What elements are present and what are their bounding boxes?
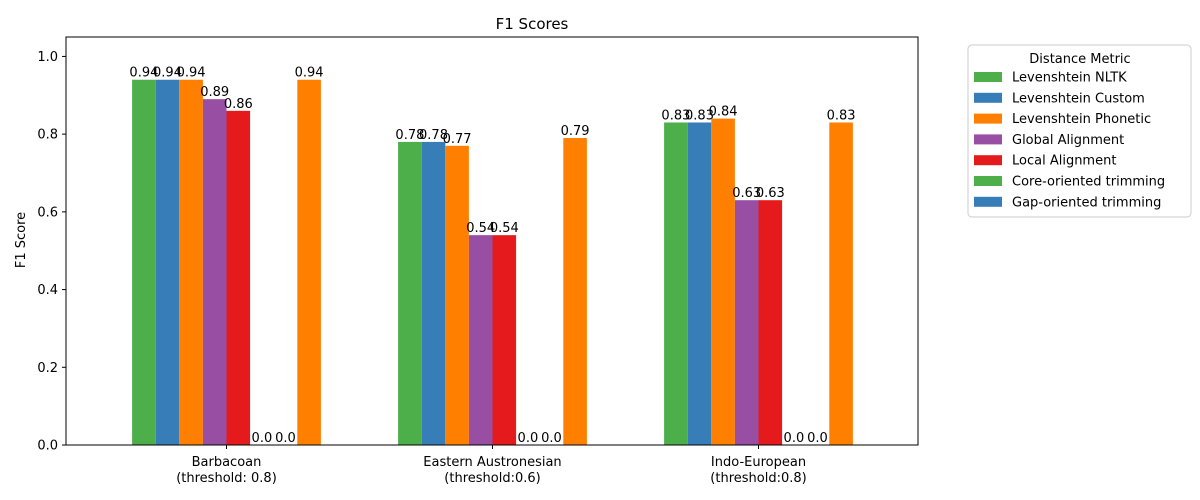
- plot-area: 0.94 0.78 0.83 0.94 0.78 0.83 0.94 0.77 0.84 0.89…: [37, 36, 919, 486]
- legend-swatch: [974, 176, 1002, 186]
- y-tick-label: 1.0: [37, 50, 58, 65]
- bar-value-label: 0.84: [709, 105, 738, 120]
- y-tick-label: 0.0: [37, 439, 58, 454]
- bar-value-label: 0.94: [153, 66, 182, 81]
- bar-value-label: 0.54: [466, 221, 495, 236]
- bar: [563, 138, 587, 445]
- legend-label: Gap-oriented trimming: [1012, 195, 1161, 210]
- bar-value-label: 0.0: [252, 431, 273, 446]
- bar: [468, 235, 493, 445]
- bar-value-label: 0.83: [827, 108, 856, 123]
- legend-swatch: [974, 134, 1002, 145]
- bar-value-label: 0.0: [807, 431, 828, 446]
- bar-value-label: 0.86: [224, 97, 253, 112]
- bar: [202, 99, 227, 446]
- bar: [734, 200, 759, 445]
- legend-label: Levenshtein NLTK: [1012, 71, 1127, 86]
- bar: [445, 145, 469, 446]
- bar-value-label: 0.83: [685, 108, 714, 123]
- y-tick-label: 0.4: [37, 283, 58, 298]
- legend: Distance Metric Levenshtein NLTK Levenshte…: [967, 44, 1192, 218]
- legend-swatch: [974, 72, 1002, 82]
- bar: [132, 79, 156, 446]
- bar: [421, 141, 446, 445]
- legend-title: Distance Metric: [1029, 52, 1130, 67]
- legend-label: Levenshtein Phonetic: [1012, 112, 1151, 127]
- legend-frame: [967, 44, 1192, 218]
- bar: [758, 200, 783, 445]
- bar-value-label: 0.94: [129, 66, 158, 81]
- bar: [492, 235, 517, 445]
- bar: [297, 79, 321, 446]
- legend-label: Core-oriented trimming: [1012, 175, 1165, 190]
- y-tick-label: 0.6: [37, 205, 58, 220]
- legend-swatch: [974, 155, 1002, 166]
- bar-value-label: 0.89: [200, 85, 229, 100]
- bar-value-label: 0.94: [295, 66, 324, 81]
- legend-swatch: [974, 113, 1002, 124]
- bar: [398, 141, 422, 445]
- bar-value-label: 0.0: [784, 431, 805, 446]
- bar: [687, 122, 712, 446]
- bar: [179, 79, 203, 446]
- bar-value-label: 0.54: [490, 221, 519, 236]
- y-tick-label: 0.8: [37, 128, 58, 143]
- bar-value-label: 0.94: [177, 66, 206, 81]
- chart-title: F1 Scores: [496, 15, 569, 33]
- bar-value-label: 0.83: [661, 108, 690, 123]
- legend-swatch: [974, 92, 1002, 103]
- bar: [711, 118, 735, 445]
- bar-value-label: 0.63: [732, 186, 761, 201]
- bar-value-label: 0.79: [561, 124, 590, 139]
- bar-value-label: 0.78: [395, 128, 424, 143]
- bar: [664, 122, 688, 446]
- bar: [226, 110, 251, 445]
- x-tick-label: Eastern Austronesian (threshold:0.6): [423, 455, 561, 486]
- bar: [829, 122, 853, 446]
- bar-value-label: 0.77: [443, 132, 472, 147]
- bar: [155, 79, 180, 446]
- legend-label: Global Alignment: [1012, 133, 1124, 148]
- bar-value-label: 0.0: [541, 431, 562, 446]
- y-tick-label: 0.2: [37, 361, 58, 376]
- legend-label: Levenshtein Custom: [1012, 91, 1145, 106]
- legend-swatch: [974, 196, 1002, 207]
- y-axis-label: F1 Score: [14, 212, 29, 268]
- bar-value-label: 0.0: [518, 431, 539, 446]
- x-tick-label: Barbacoan (threshold: 0.8): [176, 455, 277, 486]
- x-tick-label: Indo-European (threshold:0.8): [710, 455, 806, 486]
- bar-value-label: 0.63: [756, 186, 785, 201]
- bar-value-label: 0.0: [275, 431, 296, 446]
- bar-value-label: 0.78: [419, 128, 448, 143]
- legend-label: Local Alignment: [1012, 154, 1116, 169]
